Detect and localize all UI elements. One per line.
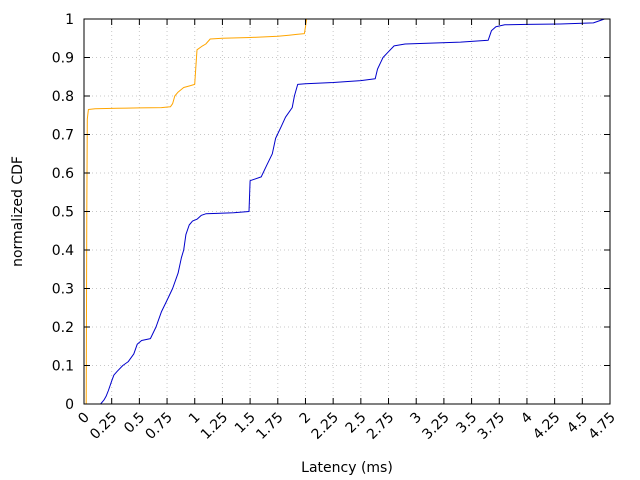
series-group xyxy=(85,18,610,405)
x-tick-label: 3.25 xyxy=(419,410,452,443)
x-axis-label: Latency (ms) xyxy=(301,460,393,476)
x-tick-label: 0 xyxy=(75,410,93,428)
y-tick-label: 0.5 xyxy=(52,205,74,221)
y-tick-label: 0.9 xyxy=(52,51,74,67)
grid xyxy=(84,19,610,404)
y-tick-label: 1 xyxy=(65,12,74,28)
y-tick-label: 0.2 xyxy=(52,320,74,336)
x-tick-label: 4 xyxy=(518,409,536,427)
x-tick-label: 3 xyxy=(407,410,425,428)
x-tick-label: 1 xyxy=(186,410,204,428)
y-axis-label: normalized CDF xyxy=(10,156,26,267)
y-tick-label: 0.8 xyxy=(52,89,74,105)
x-tick-label: 0.25 xyxy=(87,410,120,443)
y-tick-label: 0 xyxy=(65,397,74,413)
y-tick-label: 0.7 xyxy=(52,128,74,144)
x-tick-label: 2.25 xyxy=(309,410,342,443)
y-tick-label: 0.4 xyxy=(52,243,74,259)
x-tick-label: 3.75 xyxy=(475,410,508,443)
x-tick-label: 4.25 xyxy=(530,410,563,443)
x-tick-label: 2.75 xyxy=(364,410,397,443)
series-line-1 xyxy=(85,18,308,405)
x-tick-label: 1.25 xyxy=(198,410,231,443)
y-tick-label: 0.3 xyxy=(52,282,74,298)
x-tick-label: 2 xyxy=(297,410,315,428)
series-line-2 xyxy=(100,18,610,405)
x-tick-label: 4.75 xyxy=(585,410,618,443)
plot-frame xyxy=(83,18,611,405)
y-tick-label: 0.6 xyxy=(52,166,74,182)
y-tick-label: 0.1 xyxy=(52,359,74,375)
ticks: 00.25 0.50.75 11.25 1.51.75 22.25 2.52.75 33.2… xyxy=(52,12,619,443)
x-tick-label: 0.75 xyxy=(143,410,176,443)
x-tick-label: 1.75 xyxy=(253,410,286,443)
